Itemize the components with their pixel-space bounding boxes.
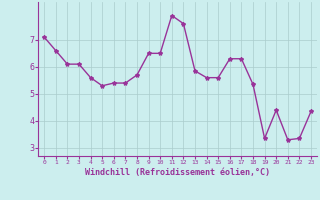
X-axis label: Windchill (Refroidissement éolien,°C): Windchill (Refroidissement éolien,°C) [85,168,270,177]
